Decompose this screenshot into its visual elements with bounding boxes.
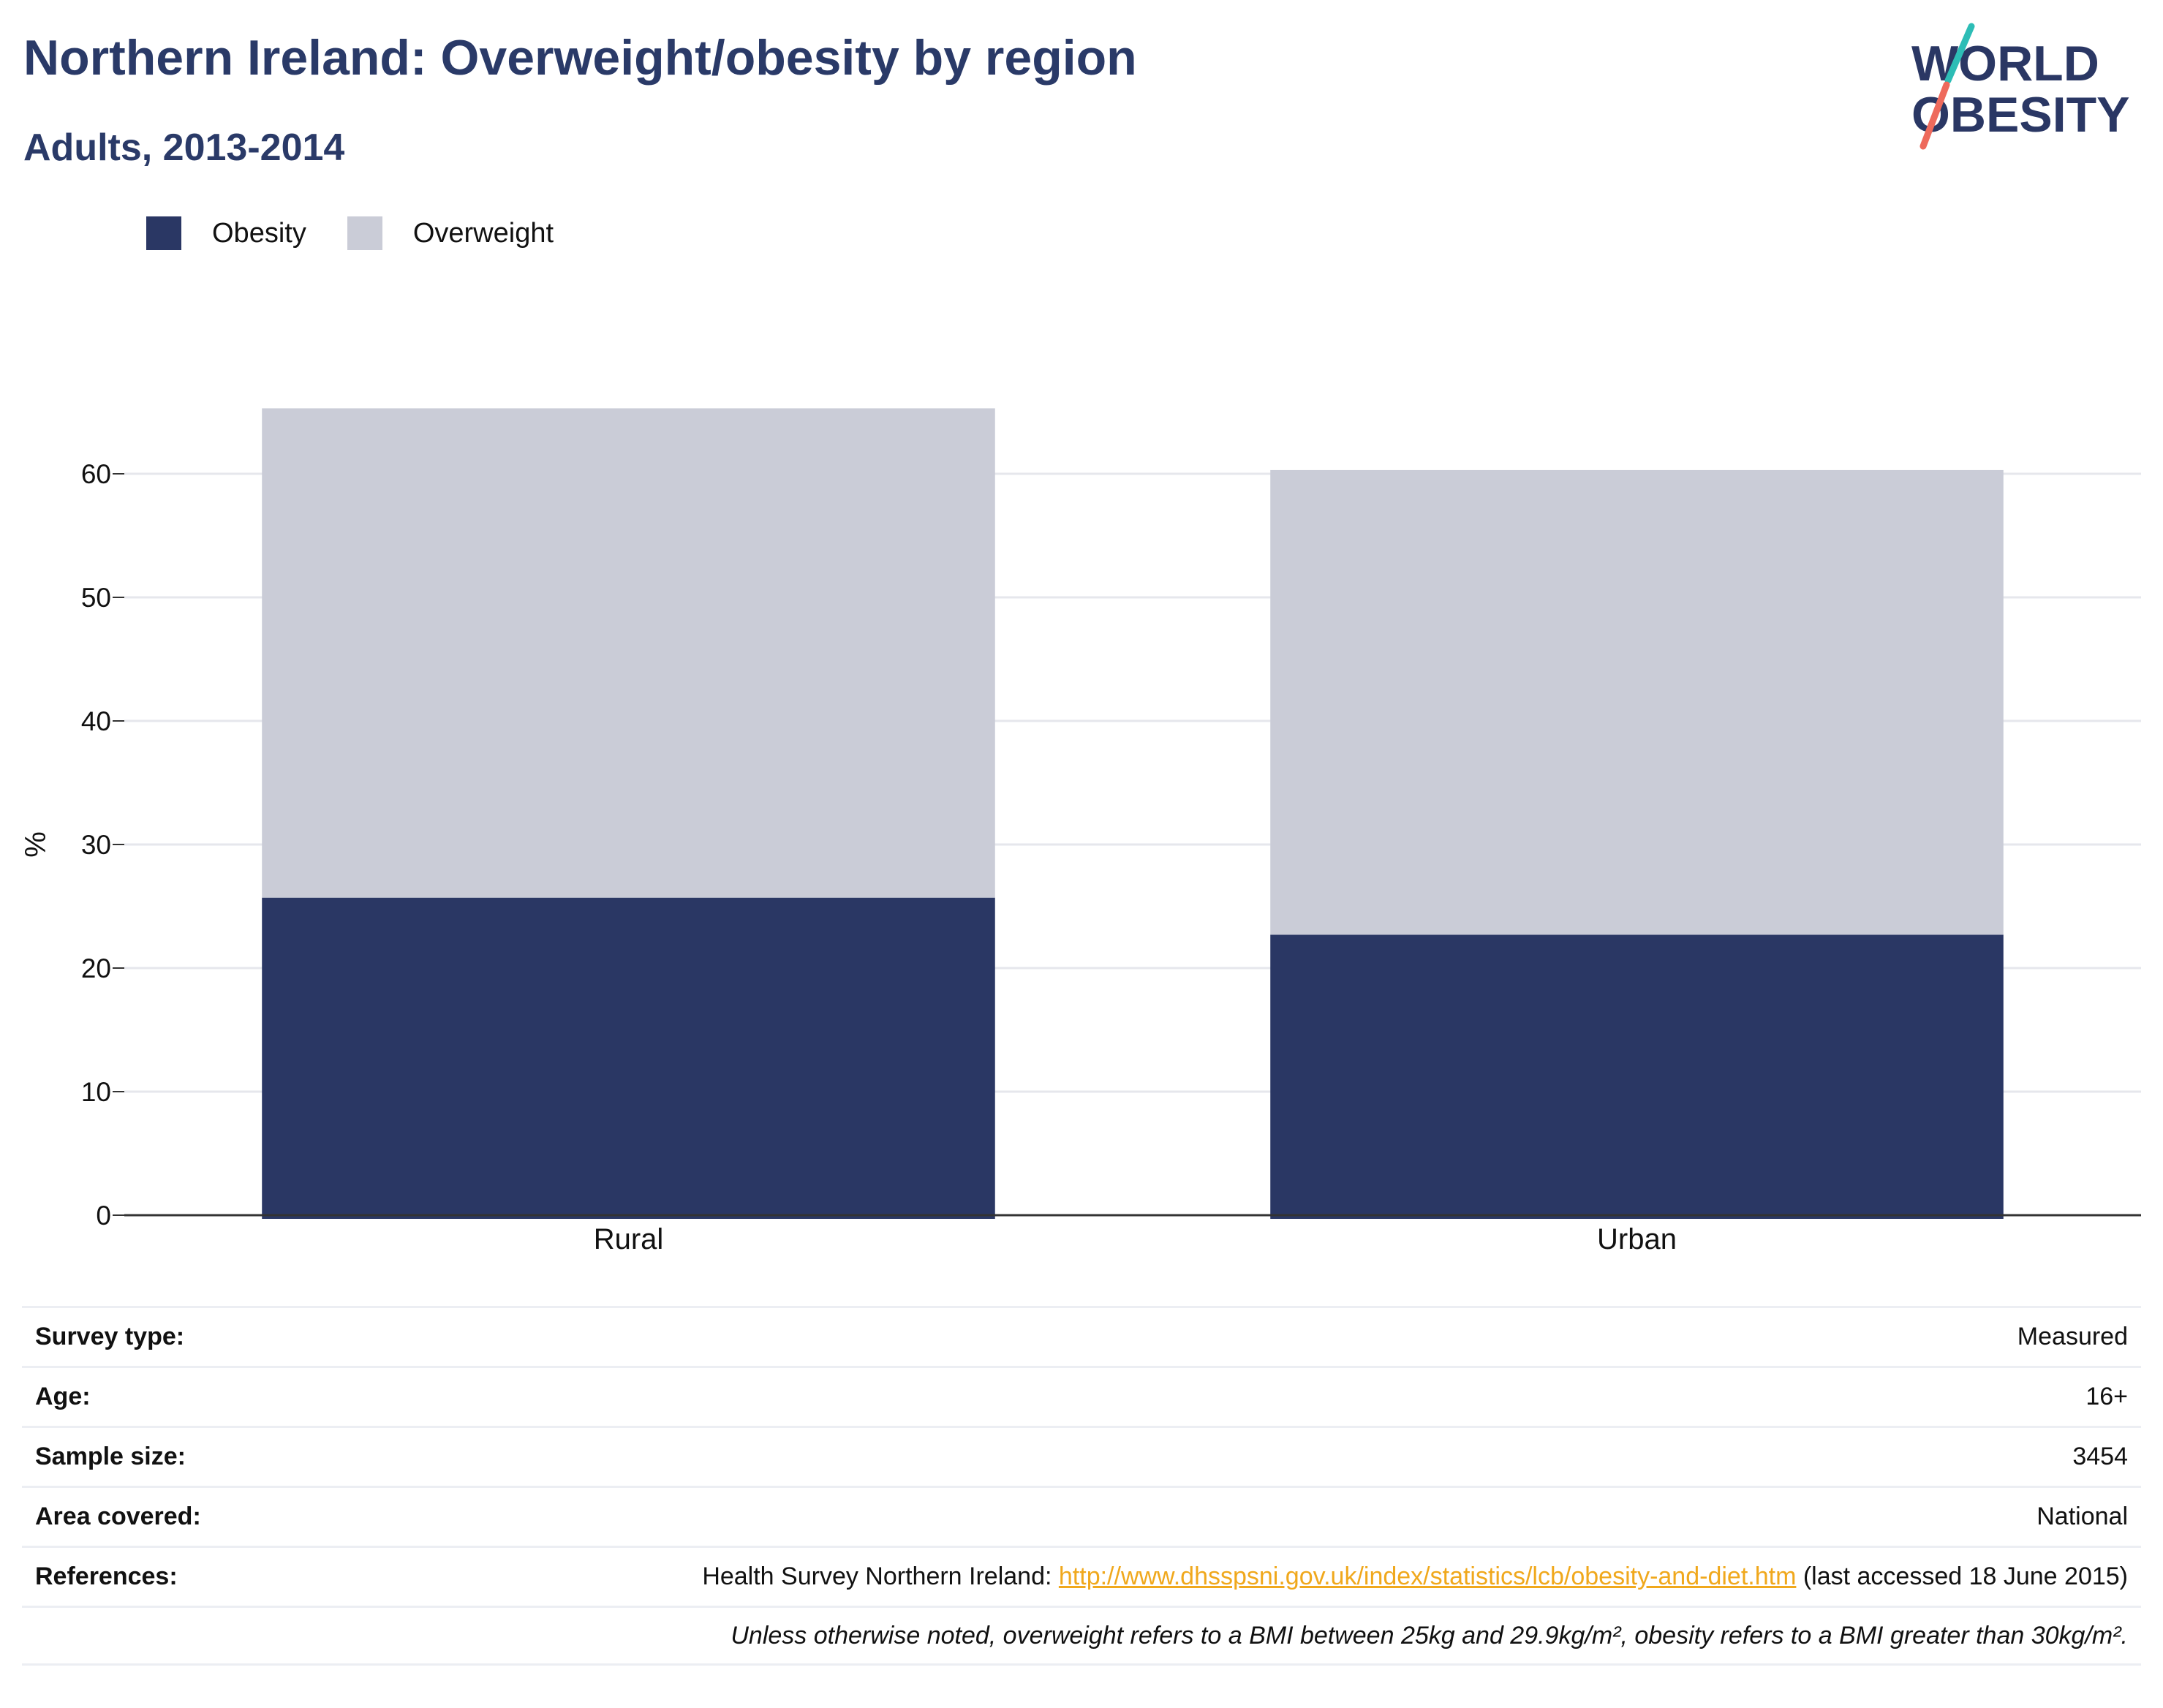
references-link[interactable]: http://www.dhsspsni.gov.uk/index/statist…	[1058, 1562, 1797, 1590]
chart-legend: Obesity Overweight	[146, 216, 594, 250]
info-row-note: Unless otherwise noted, overweight refer…	[22, 1606, 2141, 1666]
bmi-note: Unless otherwise noted, overweight refer…	[731, 1621, 2128, 1650]
references-label: References:	[35, 1562, 178, 1590]
bar-overweight-rural	[262, 408, 995, 898]
survey-type-value: Measured	[2017, 1323, 2128, 1350]
references-suffix: (last accessed 18 June 2015)	[1796, 1562, 2128, 1590]
area-label: Area covered:	[35, 1503, 201, 1530]
y-tick-label: 20	[81, 953, 111, 983]
info-row-references: References: Health Survey Northern Irela…	[22, 1546, 2141, 1606]
bar-chart: 0 10 20 30 40 50 60% Rural Urban	[20, 408, 2141, 1255]
y-tick-label: 10	[81, 1077, 111, 1107]
legend-swatch-overweight	[347, 216, 382, 250]
chart-title: Northern Ireland: Overweight/obesity by …	[23, 30, 1137, 86]
y-tick-label: 30	[81, 830, 111, 860]
survey-type-label: Survey type:	[35, 1323, 185, 1350]
logo-slash-coral	[1919, 81, 1950, 150]
age-value: 16+	[2085, 1383, 2128, 1410]
y-tick-label: 50	[81, 583, 111, 613]
info-row-sample-size: Sample size: 3454	[22, 1426, 2141, 1486]
legend-label-overweight: Overweight	[412, 217, 554, 249]
y-tick-label: 60	[81, 459, 111, 489]
y-tick-label: 0	[96, 1201, 111, 1231]
survey-info-table: Survey type: Measured Age: 16+ Sample si…	[22, 1306, 2141, 1666]
logo-line-2: OBESITY	[1911, 87, 2130, 143]
legend-label-obesity: Obesity	[212, 217, 306, 249]
legend-item-obesity: Obesity	[146, 216, 306, 250]
age-label: Age:	[35, 1383, 91, 1410]
sample-size-label: Sample size:	[35, 1443, 186, 1470]
info-row-survey-type: Survey type: Measured	[22, 1306, 2141, 1366]
sample-size-value: 3454	[2072, 1443, 2128, 1470]
area-value: National	[2036, 1503, 2128, 1530]
info-row-age: Age: 16+	[22, 1366, 2141, 1426]
bar-obesity-rural	[262, 897, 995, 1219]
references-value: Health Survey Northern Ireland: http://w…	[702, 1562, 2128, 1591]
legend-swatch-obesity	[146, 216, 181, 250]
logo-slash-teal	[1944, 23, 1975, 84]
references-prefix: Health Survey Northern Ireland:	[702, 1562, 1059, 1590]
bar-overweight-urban	[1270, 469, 2004, 935]
bar-obesity-urban	[1270, 934, 2004, 1219]
info-row-area: Area covered: National	[22, 1486, 2141, 1546]
logo-line-1: WORLD	[1911, 36, 2099, 91]
x-tick-label: Rural	[594, 1223, 664, 1255]
legend-item-overweight: Overweight	[347, 216, 554, 250]
x-tick-label: Urban	[1597, 1223, 1677, 1255]
chart-subtitle: Adults, 2013-2014	[23, 126, 345, 169]
world-obesity-logo: WORLD OBESITY	[1911, 23, 2130, 150]
y-tick-label: 40	[81, 706, 111, 736]
y-axis-label: %	[20, 831, 52, 858]
